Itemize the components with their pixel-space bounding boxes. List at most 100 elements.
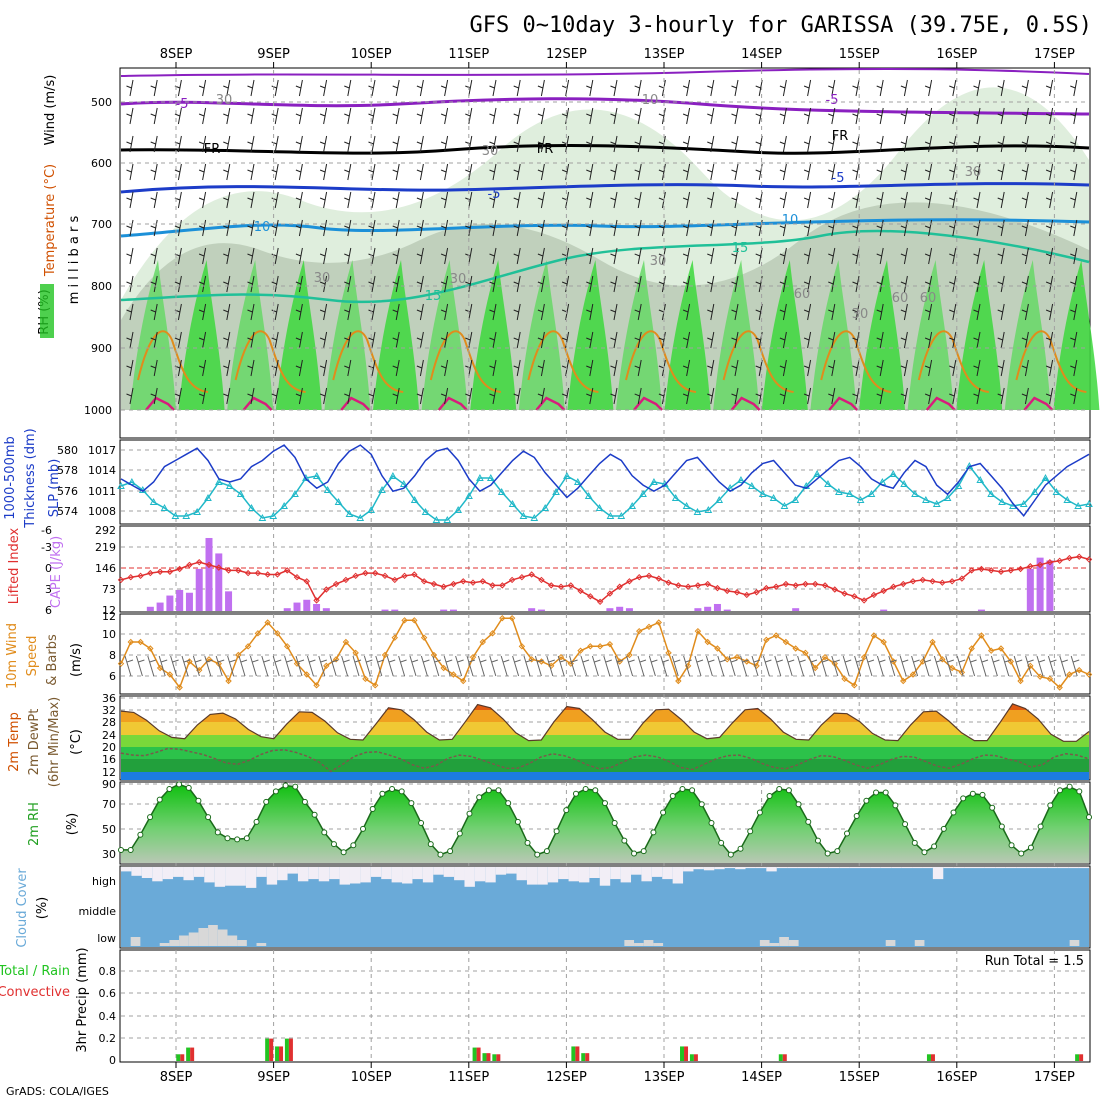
wind-barb (247, 387, 255, 405)
thickness-line-point (769, 493, 778, 501)
wind-barb (852, 163, 860, 181)
contour-20-segment (332, 330, 404, 393)
rh2m-line-point (485, 787, 492, 794)
wind10m-line-point (137, 638, 144, 646)
wind-barb (707, 387, 715, 405)
rh2m-line-point (1056, 787, 1063, 794)
wind10m-line-point (362, 675, 369, 683)
wind-barb (392, 387, 400, 405)
wind-barb (1045, 303, 1054, 321)
cloud-high-bar (839, 867, 850, 869)
wind10m-line-point (626, 651, 633, 659)
wind-barb (876, 219, 884, 237)
wind-barb (223, 359, 231, 377)
wind10m-line-point (284, 643, 291, 650)
cloud-high-bar (329, 867, 340, 880)
ylabel-10m-wind: 10m Wind (5, 623, 20, 689)
precip-convective-bar (930, 1054, 935, 1061)
wind-barb (803, 135, 812, 153)
wind-barb (174, 275, 182, 293)
lifted-index-line-point (831, 586, 838, 593)
wind10m-barb (956, 655, 966, 677)
wind-barb (126, 191, 134, 209)
wind10m-barb (648, 655, 658, 677)
wind-barb (1021, 387, 1029, 405)
wind-barb (513, 359, 521, 377)
date-label-top: 13SEP (644, 47, 685, 62)
wind10m-line-point (538, 658, 545, 665)
contour-label: 10 (254, 220, 271, 235)
wind10m-barb (341, 655, 350, 677)
thickness-line-point (312, 471, 321, 479)
precip-convective-bar (585, 1053, 590, 1061)
temp2m-tick: 16 (102, 753, 116, 766)
wind-barb (513, 79, 521, 97)
slp-line (120, 444, 1090, 518)
wind-barb (586, 247, 594, 265)
cloud-high-bar (776, 867, 788, 869)
wind-barb (1045, 247, 1054, 265)
wind-barb (1021, 79, 1029, 97)
wind-barb (634, 79, 642, 97)
date-label-bottom: 15SEP (839, 1070, 880, 1085)
lifted-index-line-point (1027, 563, 1034, 570)
wind10m-barb (352, 655, 362, 677)
rh2m-line-point (1027, 844, 1034, 851)
cloud-high-bar (297, 867, 309, 882)
wind10m-barb (911, 655, 920, 677)
wind-barb (828, 191, 836, 209)
wind-barb (900, 331, 908, 349)
wind-barb (537, 219, 545, 237)
wind10m-line-point (342, 638, 350, 646)
wind10m-line-point (792, 645, 799, 652)
wind10m-barb (705, 655, 715, 677)
lifted-index-line-point (616, 583, 623, 590)
wind10m-line-point (411, 617, 418, 624)
ylabel-cloud-units: (%) (35, 897, 50, 920)
rh2m-line-point (969, 790, 976, 797)
rh2m-area (121, 784, 1089, 863)
cloud-high-bar (235, 867, 246, 886)
cloud-high-bar (589, 867, 600, 878)
cape-bar (606, 608, 614, 611)
wind-barb (198, 219, 207, 237)
rh-plume (761, 260, 808, 410)
wind-barb (513, 387, 521, 405)
cloud-high-bar (599, 867, 611, 886)
lifted-index-line-point (782, 580, 790, 588)
rh2m-line-point (902, 821, 909, 828)
wind-barb (997, 219, 1005, 237)
contour-label: 15 (425, 289, 442, 304)
contour-25-segment (340, 396, 371, 411)
wind10m-barb (329, 655, 339, 677)
cloud-high-bar (828, 867, 840, 869)
cape-bar (381, 609, 389, 611)
contour-20-segment (527, 330, 599, 393)
wind-barb (828, 219, 836, 237)
lifted-index-line-point (724, 587, 731, 595)
wind-barb (271, 135, 279, 153)
wind10m-line-point (489, 630, 496, 637)
wind-barb (198, 359, 207, 377)
wind10m-line-point (763, 636, 770, 644)
wind-barb (949, 387, 957, 405)
lifted-index-line-point (665, 579, 672, 586)
wind-barb (610, 275, 618, 293)
thickness-line-point (236, 489, 245, 497)
cloud-high-bar (422, 867, 434, 883)
wind10m-line-point (244, 643, 252, 650)
cloud-high-bar (516, 867, 527, 881)
thickness-line-point (650, 477, 658, 485)
contour-label: 30 (650, 254, 667, 269)
cape-bar (391, 609, 399, 611)
ylabel-temperature: Temperature (°C) (43, 164, 58, 277)
cloud-high-bar (245, 867, 257, 888)
ylabel-rh-units: (%) (65, 813, 80, 836)
pressure-tick: 900 (91, 342, 112, 355)
wind-barb (682, 191, 691, 209)
wind-barb (368, 331, 376, 349)
wind10m-line-point (870, 632, 878, 639)
thickness-line-point (943, 493, 952, 501)
wind-barb (634, 359, 642, 377)
